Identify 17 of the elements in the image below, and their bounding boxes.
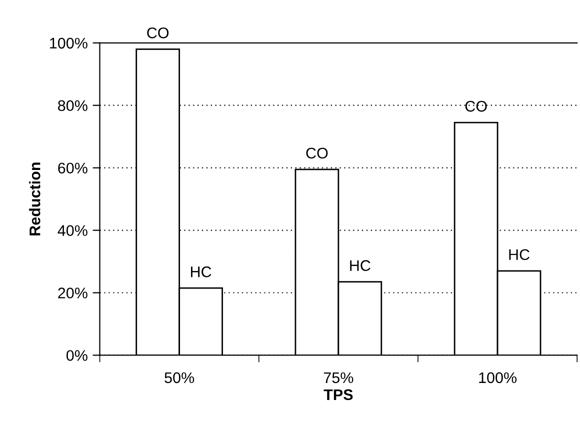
x-tick-label: 50% [164,372,194,384]
y-tick-label: 20% [58,288,88,298]
y-tick-label: 40% [58,225,88,236]
y-tick-label: 100% [50,38,88,49]
series-label: CO [306,148,328,159]
text: CO [147,28,169,38]
y-tick-label: 80% [58,100,88,112]
series-label: HC [191,266,212,278]
y-tick-label: 60% [58,162,88,174]
text: HC [509,249,530,260]
text: HC [350,260,370,271]
x-axis-title: TPS [324,389,353,400]
x-tick-label: 100% [479,372,517,384]
x-tick-label: 75% [324,372,354,384]
y-tick-label: 0% [66,350,88,361]
y-axis-title: Reduction [29,162,40,236]
text: CO [465,100,487,112]
